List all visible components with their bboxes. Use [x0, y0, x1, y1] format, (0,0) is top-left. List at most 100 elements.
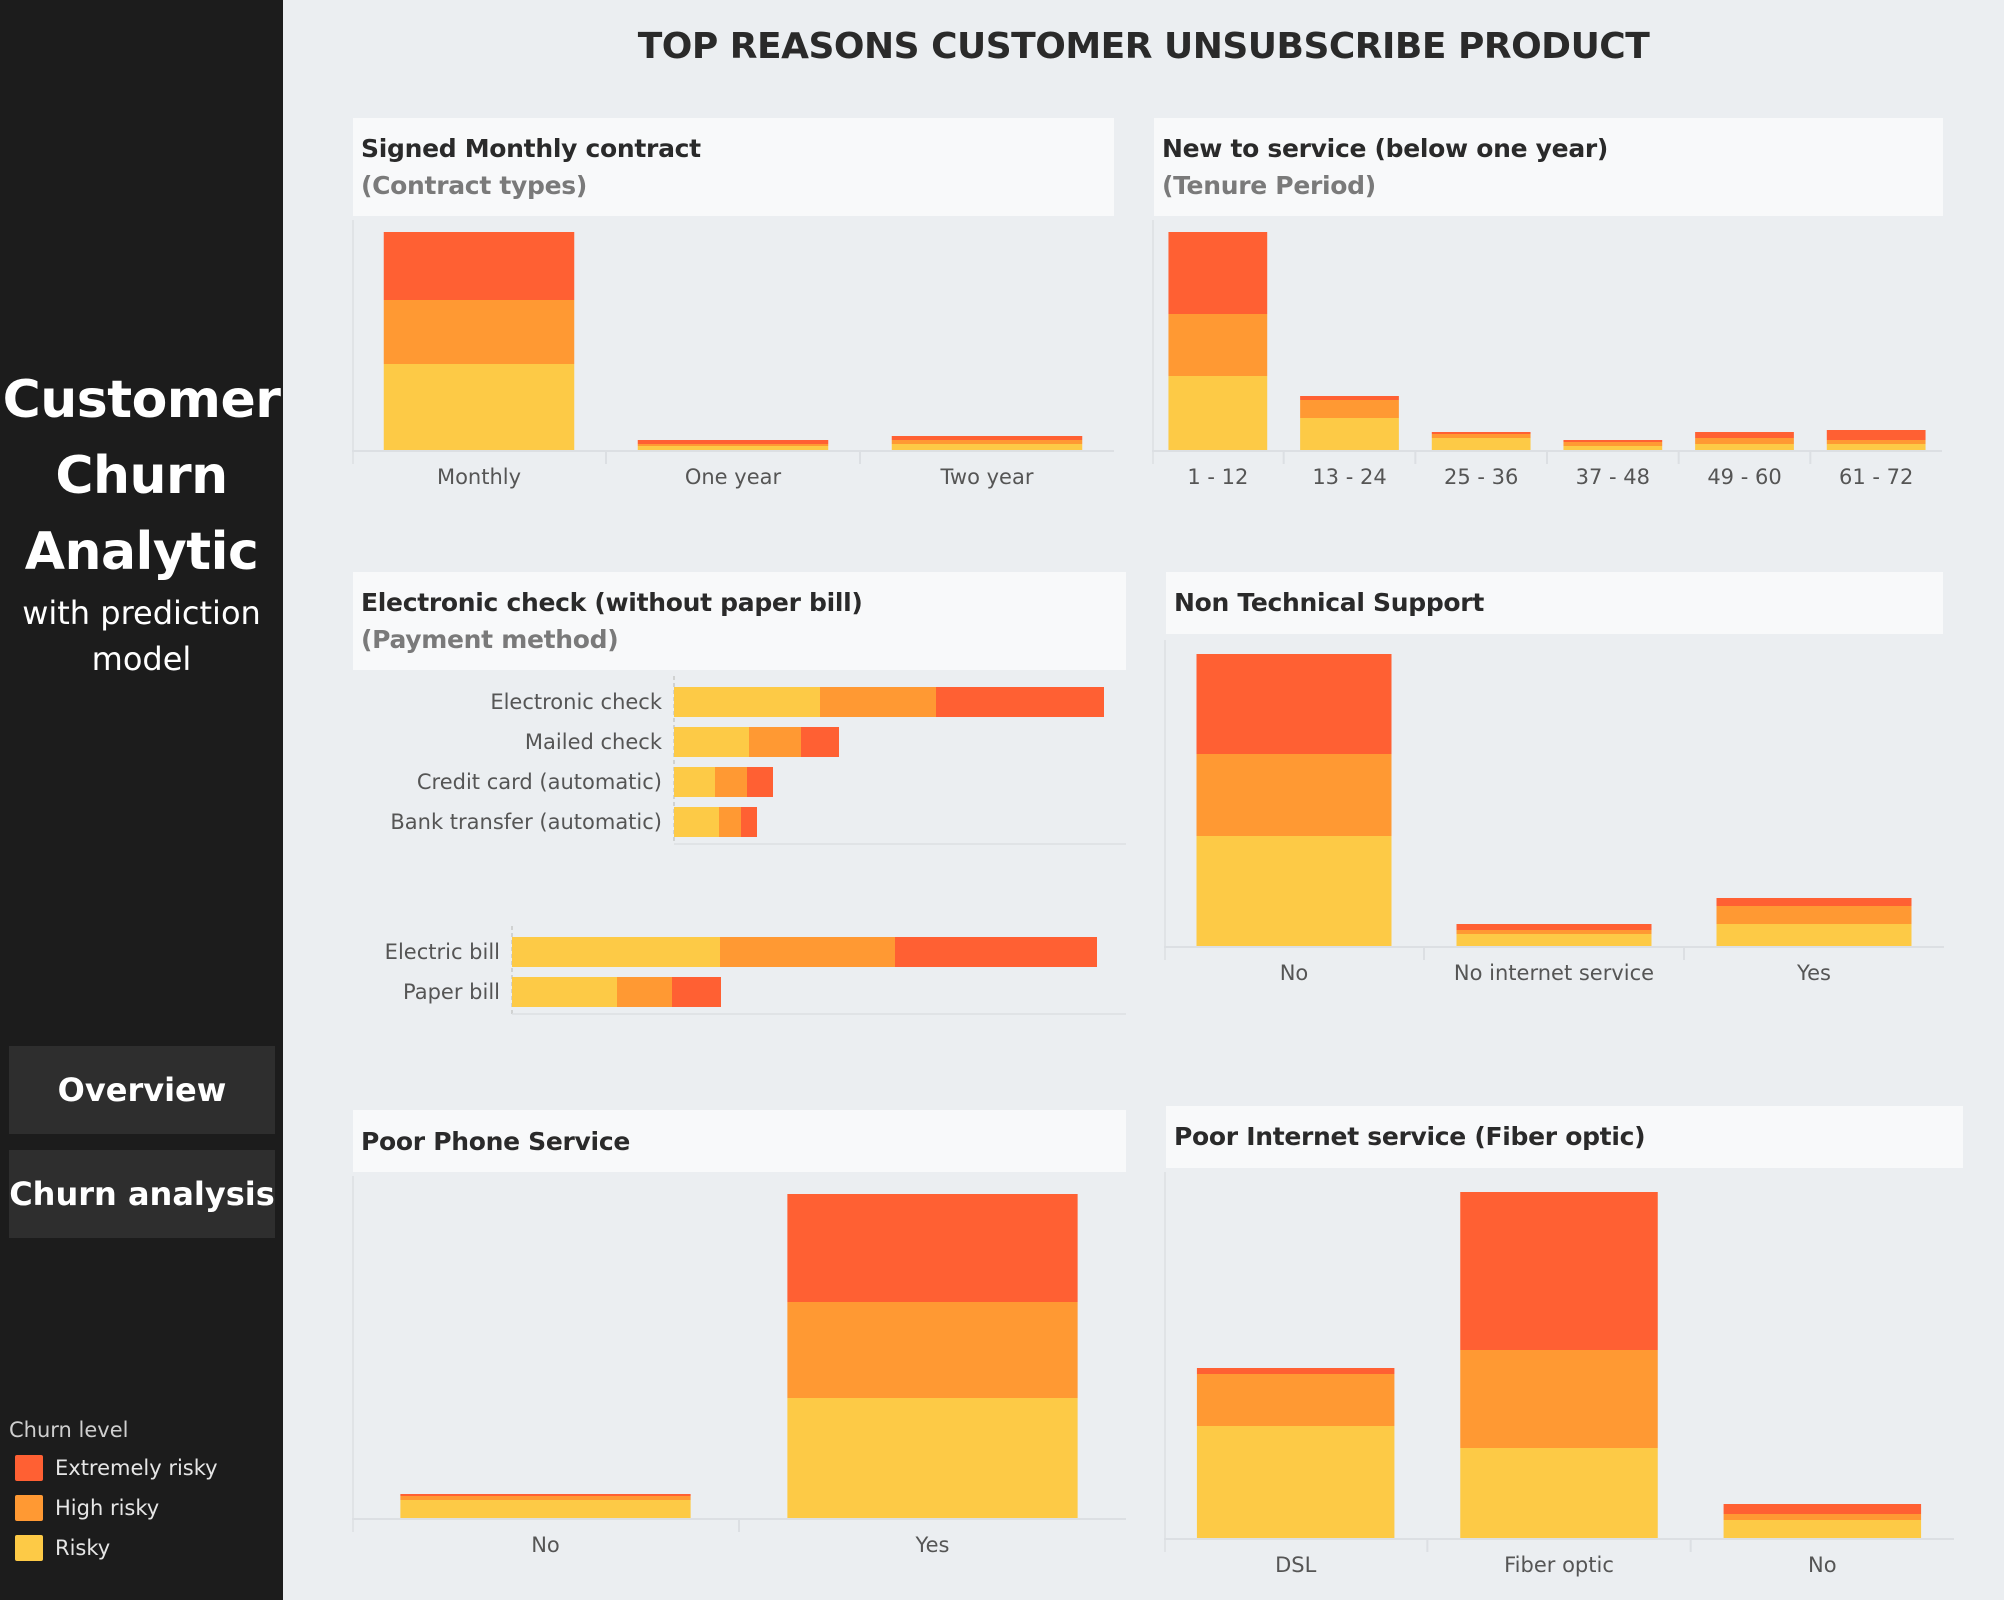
bar-segment-mailed-check-high-risky[interactable] [749, 727, 801, 757]
bar-segment-electronic-check-risky[interactable] [674, 687, 820, 717]
bar-segment-electric-bill-risky[interactable] [512, 937, 720, 967]
sidebar: Customer Churn Analytic with prediction … [0, 0, 283, 1600]
bar-segment-1-12-risky[interactable] [1168, 376, 1268, 450]
x-tick-label: 37 - 48 [1576, 465, 1650, 489]
x-tick-label: No [1808, 1553, 1837, 1577]
bar-segment-paper-bill-extremely-risky[interactable] [672, 977, 721, 1007]
bar-segment-no-internet-service-high-risky[interactable] [1456, 930, 1652, 934]
bar-segment-yes-risky[interactable] [787, 1398, 1078, 1518]
panel-header-techsupport: Non Technical Support [1166, 572, 1943, 634]
nav-button-overview[interactable]: Overview [9, 1046, 275, 1134]
bar-segment-25-36-high-risky[interactable] [1431, 434, 1531, 438]
chart-techsupport: No No internet service Yes [1164, 640, 1944, 985]
chart-billing: Electric bill Paper bill [385, 926, 1126, 1015]
bar-segment-yes-high-risky[interactable] [787, 1302, 1078, 1398]
bar-segment-13-24-extremely-risky[interactable] [1300, 396, 1399, 400]
legend-swatch [15, 1495, 43, 1521]
bar-segment-61-72-high-risky[interactable] [1826, 440, 1926, 444]
nav-button-churn-analysis[interactable]: Churn analysis [9, 1150, 275, 1238]
panel-title: New to service (below one year) [1162, 134, 1609, 163]
bar-segment-no-high-risky[interactable] [1196, 754, 1392, 836]
bar-segment-credit-card-automatic-extremely-risky[interactable] [747, 767, 773, 797]
panel-title: Electronic check (without paper bill) [361, 588, 863, 617]
bar-segment-no-risky[interactable] [400, 1500, 691, 1518]
x-tick-label: DSL [1275, 1553, 1317, 1577]
bar-segment-37-48-extremely-risky[interactable] [1563, 440, 1663, 442]
bar-segment-no-extremely-risky[interactable] [400, 1494, 691, 1496]
legend-label: High risky [55, 1496, 160, 1520]
bar-segment-electronic-check-high-risky[interactable] [820, 687, 936, 717]
bar-segment-bank-transfer-automatic-risky[interactable] [674, 807, 719, 837]
bar-segment-37-48-risky[interactable] [1563, 446, 1663, 450]
bar-segment-paper-bill-high-risky[interactable] [617, 977, 672, 1007]
bar-segment-no-internet-service-risky[interactable] [1456, 934, 1652, 946]
bar-segment-dsl-high-risky[interactable] [1196, 1374, 1395, 1426]
bar-segment-one-year-extremely-risky[interactable] [637, 440, 829, 444]
bar-segment-monthly-high-risky[interactable] [383, 300, 575, 364]
bar-segment-13-24-high-risky[interactable] [1300, 400, 1399, 418]
bar-segment-two-year-risky[interactable] [891, 444, 1083, 450]
panel-header-tenure: New to service (below one year) (Tenure … [1154, 118, 1943, 216]
bar-segment-fiber-optic-high-risky[interactable] [1460, 1350, 1658, 1448]
chart-payment: Electronic check Mailed check Credit card … [390, 676, 1126, 845]
bar-segment-yes-extremely-risky[interactable] [1716, 898, 1912, 906]
bar-segment-61-72-extremely-risky[interactable] [1826, 430, 1926, 440]
bar-segment-49-60-high-risky[interactable] [1695, 438, 1794, 444]
bar-segment-electric-bill-high-risky[interactable] [720, 937, 895, 967]
bar-segment-electronic-check-extremely-risky[interactable] [936, 687, 1104, 717]
panel-header-contract: Signed Monthly contract (Contract types) [353, 118, 1114, 216]
bar-segment-yes-high-risky[interactable] [1716, 906, 1912, 924]
bar-segment-no-extremely-risky[interactable] [1196, 654, 1392, 754]
bar-segment-1-12-extremely-risky[interactable] [1168, 232, 1268, 314]
x-tick-label: 61 - 72 [1839, 465, 1913, 489]
bar-segment-two-year-extremely-risky[interactable] [891, 436, 1083, 440]
bar-segment-credit-card-automatic-risky[interactable] [674, 767, 715, 797]
bar-segment-37-48-high-risky[interactable] [1563, 442, 1663, 446]
bar-segment-one-year-risky[interactable] [637, 446, 829, 450]
bar-segment-fiber-optic-extremely-risky[interactable] [1460, 1192, 1658, 1350]
legend-item-high-risky[interactable]: High risky [9, 1488, 218, 1528]
bar-segment-no-high-risky[interactable] [1723, 1514, 1922, 1520]
legend-item-risky[interactable]: Risky [9, 1528, 218, 1568]
y-tick-label: Paper bill [403, 980, 500, 1004]
bar-segment-electric-bill-extremely-risky[interactable] [895, 937, 1097, 967]
bar-segment-mailed-check-extremely-risky[interactable] [801, 727, 839, 757]
panel-title: Poor Phone Service [361, 1127, 630, 1156]
bar-segment-bank-transfer-automatic-extremely-risky[interactable] [741, 807, 757, 837]
x-tick-label: One year [685, 465, 782, 489]
bar-segment-no-internet-service-extremely-risky[interactable] [1456, 924, 1652, 930]
x-tick-label: 49 - 60 [1707, 465, 1781, 489]
bar-segment-49-60-risky[interactable] [1695, 444, 1794, 450]
bar-segment-yes-risky[interactable] [1716, 924, 1912, 946]
panel-subtitle: (Payment method) [361, 625, 619, 654]
bar-segment-bank-transfer-automatic-high-risky[interactable] [719, 807, 741, 837]
bar-segment-mailed-check-risky[interactable] [674, 727, 749, 757]
bar-segment-monthly-extremely-risky[interactable] [383, 232, 575, 300]
bar-segment-1-12-high-risky[interactable] [1168, 314, 1268, 376]
bar-segment-monthly-risky[interactable] [383, 364, 575, 450]
bar-segment-25-36-extremely-risky[interactable] [1431, 432, 1531, 434]
brand-title: Customer Churn Analytic with prediction … [0, 362, 283, 682]
legend-item-extremely-risky[interactable]: Extremely risky [9, 1448, 218, 1488]
brand-line: Analytic [24, 522, 259, 582]
bar-segment-49-60-extremely-risky[interactable] [1695, 432, 1794, 438]
bar-segment-no-extremely-risky[interactable] [1723, 1504, 1922, 1514]
bar-segment-one-year-high-risky[interactable] [637, 444, 829, 446]
bar-segment-two-year-high-risky[interactable] [891, 440, 1083, 444]
bar-segment-dsl-extremely-risky[interactable] [1196, 1368, 1395, 1374]
bar-segment-no-high-risky[interactable] [400, 1496, 691, 1500]
bar-segment-25-36-risky[interactable] [1431, 438, 1531, 450]
bar-segment-61-72-risky[interactable] [1826, 444, 1926, 450]
bar-segment-dsl-risky[interactable] [1196, 1426, 1395, 1538]
bar-segment-no-risky[interactable] [1723, 1520, 1922, 1538]
legend-swatch [15, 1535, 43, 1561]
panel-title: Poor Internet service (Fiber optic) [1174, 1122, 1646, 1151]
bar-segment-paper-bill-risky[interactable] [512, 977, 617, 1007]
bar-segment-credit-card-automatic-high-risky[interactable] [715, 767, 747, 797]
chart-tenure: 1 - 12 13 - 24 25 - 36 37 - 48 49 - 60 61 - 7… [1152, 220, 1942, 489]
dashboard-title: TOP REASONS CUSTOMER UNSUBSCRIBE PRODUCT [637, 26, 1650, 67]
bar-segment-yes-extremely-risky[interactable] [787, 1194, 1078, 1302]
bar-segment-no-risky[interactable] [1196, 836, 1392, 946]
bar-segment-fiber-optic-risky[interactable] [1460, 1448, 1658, 1538]
bar-segment-13-24-risky[interactable] [1300, 418, 1399, 450]
